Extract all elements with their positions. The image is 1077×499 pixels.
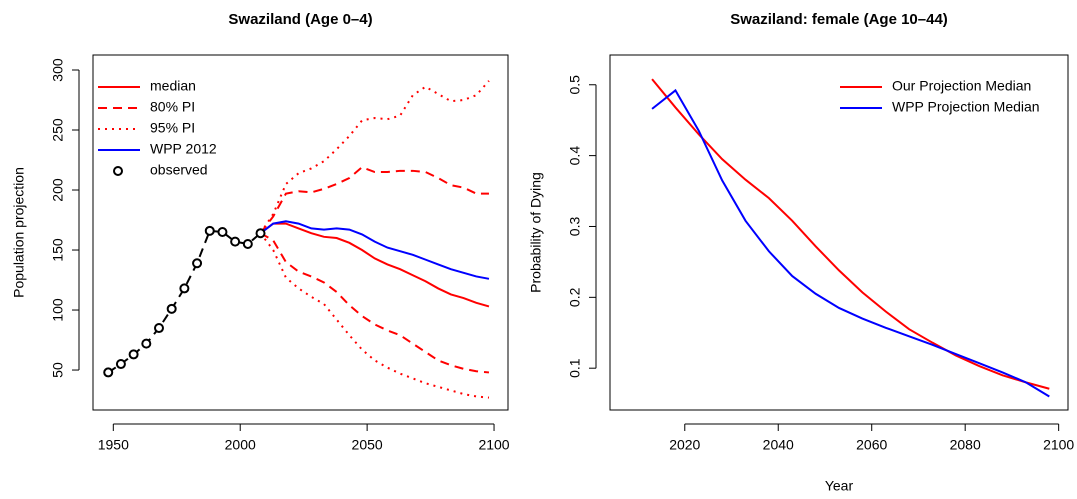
data-point bbox=[179, 283, 190, 294]
y-tick-label: 0.3 bbox=[567, 217, 583, 237]
plot-box bbox=[92, 54, 509, 411]
legend-label: observed bbox=[150, 162, 208, 178]
legend-label: 80% PI bbox=[150, 99, 195, 115]
x-axis-label: Year bbox=[825, 478, 854, 494]
plot-box bbox=[609, 54, 1069, 411]
x-tick-label: 2020 bbox=[669, 437, 700, 453]
x-tick-label: 2100 bbox=[1043, 437, 1074, 453]
legend-marker bbox=[113, 166, 123, 176]
x-tick-label: 1950 bbox=[98, 437, 129, 453]
legend-label: 95% PI bbox=[150, 120, 195, 136]
data-point bbox=[230, 236, 241, 247]
data-point bbox=[192, 258, 203, 269]
y-tick-label: 50 bbox=[50, 362, 66, 378]
series-line bbox=[259, 80, 490, 234]
data-point bbox=[103, 367, 114, 378]
series-line bbox=[651, 78, 1050, 390]
y-tick-label: 0.5 bbox=[567, 75, 583, 95]
y-tick-label: 0.4 bbox=[567, 146, 583, 166]
legend-label: WPP 2012 bbox=[150, 141, 217, 157]
y-tick-label: 0.2 bbox=[567, 287, 583, 307]
x-tick-label: 2000 bbox=[225, 437, 256, 453]
data-point bbox=[255, 228, 266, 239]
data-point bbox=[204, 225, 215, 236]
data-point bbox=[242, 239, 253, 250]
x-tick-label: 2100 bbox=[478, 437, 509, 453]
x-tick-label: 2080 bbox=[950, 437, 981, 453]
legend-label: WPP Projection Median bbox=[892, 99, 1040, 115]
y-tick-label: 300 bbox=[50, 58, 66, 82]
data-point bbox=[166, 303, 177, 314]
series-line bbox=[651, 88, 1050, 398]
series-line bbox=[259, 166, 489, 234]
y-axis-label: Probability of Dying bbox=[528, 172, 544, 293]
series-line bbox=[259, 220, 490, 280]
y-tick-label: 0.1 bbox=[567, 358, 583, 378]
data-point bbox=[128, 349, 139, 360]
data-point bbox=[217, 227, 228, 238]
x-tick-label: 2040 bbox=[763, 437, 794, 453]
chart-title: Swaziland: female (Age 10–44) bbox=[730, 11, 948, 28]
y-tick-label: 150 bbox=[50, 238, 66, 262]
chart-title: Swaziland (Age 0–4) bbox=[228, 11, 372, 28]
y-tick-label: 200 bbox=[50, 178, 66, 202]
legend-label: Our Projection Median bbox=[892, 78, 1031, 94]
y-tick-label: 250 bbox=[50, 118, 66, 142]
data-point bbox=[115, 359, 126, 370]
legend-label: median bbox=[150, 78, 196, 94]
x-tick-label: 2050 bbox=[352, 437, 383, 453]
series-line bbox=[259, 222, 490, 308]
data-point bbox=[153, 323, 164, 334]
data-point bbox=[141, 338, 152, 349]
x-tick-label: 2060 bbox=[856, 437, 887, 453]
y-axis-label: Population projection bbox=[11, 167, 27, 298]
y-tick-label: 100 bbox=[50, 298, 66, 322]
